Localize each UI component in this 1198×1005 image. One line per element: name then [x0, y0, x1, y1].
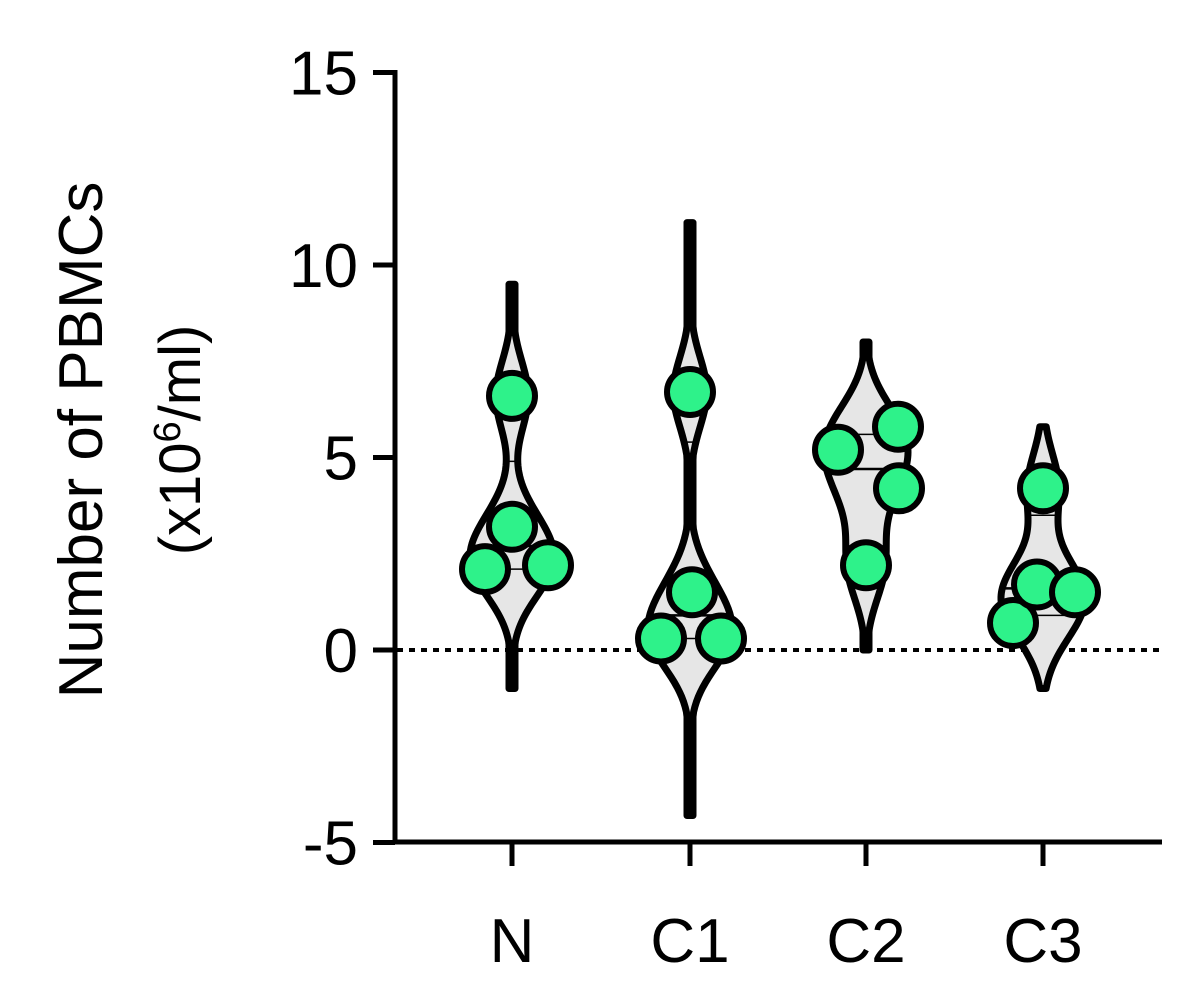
tick-labels: 15 10 5 0 -5 N C1 C2 C3 [289, 40, 1083, 977]
data-point [812, 423, 864, 476]
data-point [666, 566, 718, 619]
data-point [522, 539, 574, 592]
violin-shape [466, 280, 558, 692]
data-point [459, 543, 511, 596]
data-point [635, 612, 687, 665]
y-axis [373, 70, 398, 845]
data-point [486, 500, 538, 553]
data-point [873, 462, 925, 515]
y-tick-label: 10 [289, 232, 358, 301]
x-tick-label: N [490, 907, 535, 976]
y-axis-label-suffix: /ml) [148, 325, 213, 422]
y-axis-label-line1: Number of PBMCs [47, 182, 116, 699]
violin-shape [644, 219, 736, 820]
data-point [872, 400, 924, 453]
x-tick-label: C2 [826, 907, 905, 976]
violin-C3 [987, 423, 1101, 692]
data-point [486, 369, 538, 422]
x-tick-label: C3 [1003, 907, 1082, 976]
violins [459, 219, 1101, 820]
y-tick-label: -5 [303, 810, 358, 879]
violin-C2 [812, 338, 925, 654]
y-axis-label-sup: 6 [147, 421, 189, 442]
y-tick-label: 15 [289, 40, 358, 109]
y-axis-label-prefix: (x10 [148, 442, 213, 555]
y-axis-label-line2: (x106/ml) [147, 325, 213, 556]
data-point [987, 597, 1039, 650]
x-tick-label: C1 [650, 907, 729, 976]
violin-C1 [635, 219, 747, 820]
data-point [695, 612, 747, 665]
data-point [1049, 566, 1101, 619]
data-point [1017, 462, 1069, 515]
data-point [840, 539, 892, 592]
data-point [664, 366, 716, 419]
y-tick-label: 5 [324, 425, 358, 494]
y-tick-label: 0 [324, 617, 358, 686]
violin-N [459, 280, 574, 692]
